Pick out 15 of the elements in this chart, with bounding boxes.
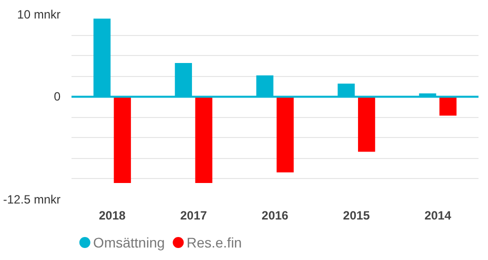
legend-label: Omsättning bbox=[93, 234, 165, 250]
bar bbox=[358, 96, 376, 152]
x-tick-label: 2018 bbox=[98, 208, 126, 222]
x-tick-label: 2014 bbox=[424, 208, 452, 222]
y-tick-label: -12.5 mnkr bbox=[3, 192, 61, 206]
y-tick-label: 10 mnkr bbox=[17, 8, 61, 22]
y-tick-label: 0 bbox=[54, 90, 61, 104]
x-tick-label: 2017 bbox=[180, 208, 208, 222]
bar bbox=[195, 96, 212, 184]
x-tick-label: 2015 bbox=[343, 208, 370, 222]
bar bbox=[276, 96, 294, 172]
x-tick-label: 2016 bbox=[262, 208, 289, 222]
bar bbox=[114, 96, 131, 184]
legend-label: Res.e.fin bbox=[186, 234, 242, 250]
bar bbox=[439, 96, 457, 116]
